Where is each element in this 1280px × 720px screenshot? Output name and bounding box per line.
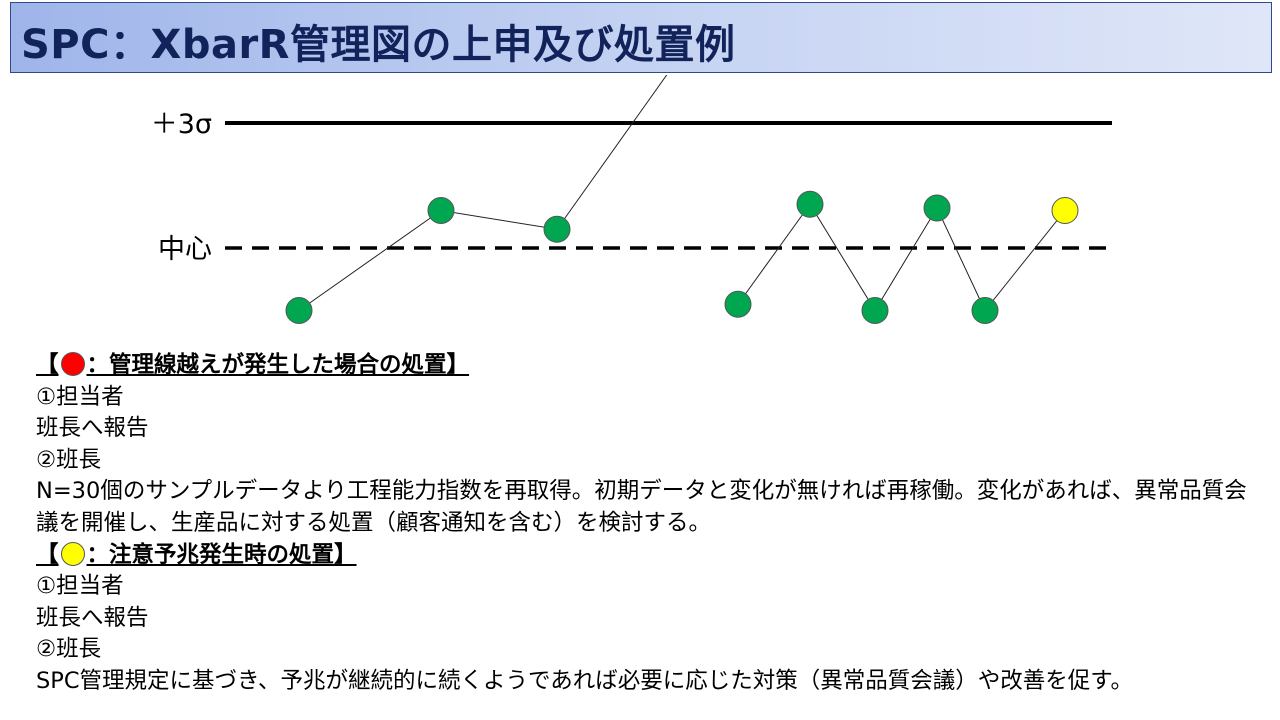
red-heading-bracket: 【 xyxy=(36,352,59,378)
yellow-section-heading: 【 ：注意予兆発生時の処置】 xyxy=(36,540,1256,572)
data-point-normal-1-2 xyxy=(427,197,455,224)
red-dot-icon xyxy=(60,352,85,376)
ucl-label: ＋3σ xyxy=(151,109,212,140)
yellow-heading-bracket: 【 xyxy=(36,541,59,568)
data-point-normal-1-1 xyxy=(285,297,313,324)
series-layer xyxy=(285,75,1079,324)
procedure-text: 【 ：管理線越えが発生した場合の処置】 ①担当者 班長へ報告 ②班長 N=30個の… xyxy=(36,350,1256,698)
red-step2: ②班長 xyxy=(36,446,102,473)
title-bar: SPC：XbarR管理図の上申及び処置例 xyxy=(10,2,1272,73)
red-step1: ①担当者 xyxy=(36,383,124,410)
yellow-dot-icon xyxy=(60,541,85,566)
yellow-step2: ②班長 xyxy=(36,636,102,663)
data-point-normal-2-1 xyxy=(724,290,752,318)
data-point-normal-2-4 xyxy=(923,194,951,222)
yellow-heading-text: ：注意予兆発生時の処置】 xyxy=(86,541,357,568)
yellow-step2-action: SPC管理規定に基づき、予兆が継続的に続くようであれば必要に応じた対策（異常品質… xyxy=(36,667,1134,694)
data-point-normal-1-3 xyxy=(543,215,571,243)
yellow-step1-action: 班長へ報告 xyxy=(36,604,149,631)
page-title: SPC：XbarR管理図の上申及び処置例 xyxy=(21,22,736,68)
data-point-normal-2-2 xyxy=(796,190,824,218)
data-point-normal-2-5 xyxy=(971,297,999,324)
yellow-step1: ①担当者 xyxy=(36,573,124,600)
red-step1-action: 班長へ報告 xyxy=(36,415,149,442)
series-line-2 xyxy=(737,203,1066,312)
red-step2-action: N=30個のサンプルデータより工程能力指数を再取得。初期データと変化が無ければ再… xyxy=(36,478,1247,536)
data-point-normal-2-3 xyxy=(861,297,889,324)
data-point-warning-2-6 xyxy=(1051,197,1079,224)
red-heading-text: ：管理線越えが発生した場合の処置】 xyxy=(86,352,470,378)
center-label: 中心 xyxy=(158,234,212,265)
red-section-heading: 【 ：管理線越えが発生した場合の処置】 xyxy=(36,350,1256,382)
series-line-1 xyxy=(298,75,668,311)
control-chart: ＋3σ 中心 xyxy=(151,75,1112,324)
